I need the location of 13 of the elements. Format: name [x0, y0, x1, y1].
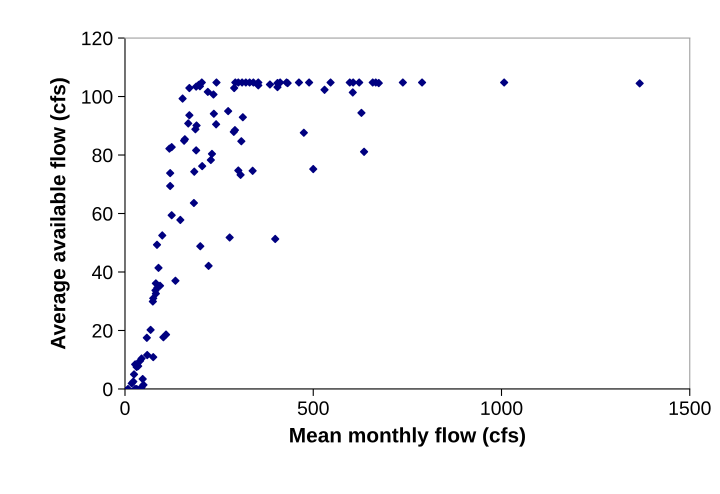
x-tick-label: 0: [120, 401, 130, 416]
y-tick-label: 120: [82, 32, 112, 46]
x-tick-label: 1000: [481, 401, 522, 416]
y-axis-title: Average available flow (cfs): [50, 78, 70, 350]
x-tick-label: 500: [298, 401, 329, 416]
y-tick-label: 100: [82, 90, 112, 104]
y-tick-label: 20: [92, 324, 112, 338]
y-tick-label: 40: [92, 265, 112, 280]
x-tick-label: 1500: [670, 401, 711, 416]
y-tick-label: 0: [103, 382, 112, 396]
x-axis-title: Mean monthly flow (cfs): [290, 427, 525, 447]
y-tick-label: 80: [92, 148, 112, 162]
y-tick-label: 60: [92, 206, 112, 221]
